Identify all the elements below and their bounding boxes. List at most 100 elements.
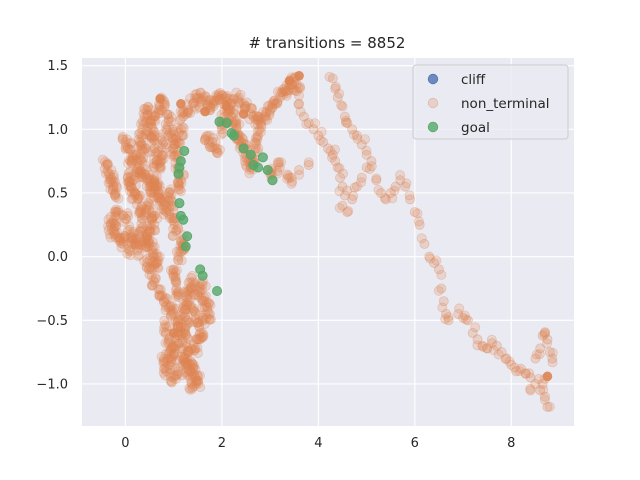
non-terminal-point <box>182 356 193 367</box>
non-terminal-point <box>182 299 193 310</box>
non-terminal-point <box>293 82 304 93</box>
non-terminal-point <box>161 366 172 377</box>
non-terminal-point <box>146 220 157 231</box>
non-terminal-point <box>110 220 121 231</box>
non-terminal-point <box>194 370 205 381</box>
non-terminal-point <box>140 143 151 154</box>
non-terminal-point <box>253 115 264 126</box>
non-terminal-point <box>339 190 350 201</box>
non-terminal-point <box>128 170 139 181</box>
non-terminal-point <box>216 89 227 100</box>
non-terminal-point <box>148 161 159 172</box>
non-terminal-point <box>233 96 244 107</box>
non-terminal-point <box>149 143 160 154</box>
non-terminal-point <box>109 188 120 199</box>
non-terminal-point <box>185 356 196 367</box>
non-terminal-point <box>467 328 478 339</box>
non-terminal-point <box>187 371 198 382</box>
non-terminal-point <box>149 241 160 252</box>
non-terminal-point <box>438 296 449 307</box>
non-terminal-point <box>342 207 353 218</box>
non-terminal-point <box>327 73 338 84</box>
non-terminal-point <box>181 304 192 315</box>
non-terminal-point <box>180 348 191 359</box>
non-terminal-point <box>195 332 206 343</box>
non-terminal-point <box>118 210 129 221</box>
non-terminal-point <box>482 343 493 354</box>
non-terminal-point <box>153 155 164 166</box>
x-tick-label: 4 <box>314 436 322 451</box>
non-terminal-point <box>183 368 194 379</box>
non-terminal-point <box>187 362 198 373</box>
non-terminal-point <box>160 139 171 150</box>
non-terminal-point <box>195 382 206 393</box>
non-terminal-point <box>141 234 152 245</box>
non-terminal-point <box>108 226 119 237</box>
non-terminal-point <box>133 172 144 183</box>
non-terminal-point <box>127 239 138 250</box>
non-terminal-point <box>535 343 546 354</box>
non-terminal-point <box>146 146 157 157</box>
non-terminal-point <box>177 303 188 314</box>
non-terminal-point <box>181 320 192 331</box>
non-terminal-point <box>171 137 182 148</box>
non-terminal-point <box>194 97 205 108</box>
non-terminal-point <box>189 344 200 355</box>
non-terminal-point <box>136 202 147 213</box>
non-terminal-point <box>118 236 129 247</box>
non-terminal-point <box>127 155 138 166</box>
non-terminal-point <box>155 194 166 205</box>
non-terminal-point <box>180 321 191 332</box>
non-terminal-point <box>139 111 150 122</box>
non-terminal-point <box>256 113 267 124</box>
non-terminal-point <box>134 239 145 250</box>
legend-box <box>412 64 569 140</box>
non-terminal-point <box>165 345 176 356</box>
non-terminal-point <box>203 308 214 319</box>
non-terminal-point <box>264 107 275 118</box>
y-tick-label: −0.5 <box>36 314 68 329</box>
non-terminal-point <box>134 165 145 176</box>
non-terminal-point <box>520 368 531 379</box>
non-terminal-point <box>149 126 160 137</box>
non-terminal-point <box>131 150 142 161</box>
non-terminal-point <box>151 248 162 259</box>
non-terminal-point <box>125 156 136 167</box>
non-terminal-point <box>212 143 223 154</box>
non-terminal-point <box>137 172 148 183</box>
non-terminal-point <box>201 296 212 307</box>
non-terminal-point <box>145 104 156 115</box>
non-terminal-point <box>170 139 181 150</box>
non-terminal-point <box>158 296 169 307</box>
non-terminal-point <box>134 168 145 179</box>
non-terminal-point <box>454 303 465 314</box>
non-terminal-point <box>160 305 171 316</box>
non-terminal-point <box>158 139 169 150</box>
non-terminal-point <box>169 370 180 381</box>
non-terminal-point <box>135 154 146 165</box>
non-terminal-point <box>155 161 166 172</box>
non-terminal-point <box>208 142 219 153</box>
non-terminal-point <box>198 92 209 103</box>
non-terminal-point <box>119 230 130 241</box>
non-terminal-point <box>547 347 558 358</box>
non-terminal-point <box>141 204 152 215</box>
non-terminal-point <box>235 89 246 100</box>
non-terminal-point <box>177 130 188 141</box>
non-terminal-point <box>199 319 210 330</box>
non-terminal-point <box>541 338 552 349</box>
non-terminal-point <box>340 117 351 128</box>
non-terminal-point <box>135 140 146 151</box>
goal-point <box>182 231 193 242</box>
non-terminal-point <box>123 243 134 254</box>
non-terminal-point <box>231 115 242 126</box>
non-terminal-point <box>361 149 372 160</box>
non-terminal-point <box>272 98 283 109</box>
non-terminal-point <box>187 359 198 370</box>
y-tick-label: −1.0 <box>36 377 68 392</box>
non-terminal-point <box>107 185 118 196</box>
non-terminal-point <box>158 196 169 207</box>
non-terminal-point <box>148 114 159 125</box>
non-terminal-point <box>188 98 199 109</box>
non-terminal-point <box>294 90 305 101</box>
